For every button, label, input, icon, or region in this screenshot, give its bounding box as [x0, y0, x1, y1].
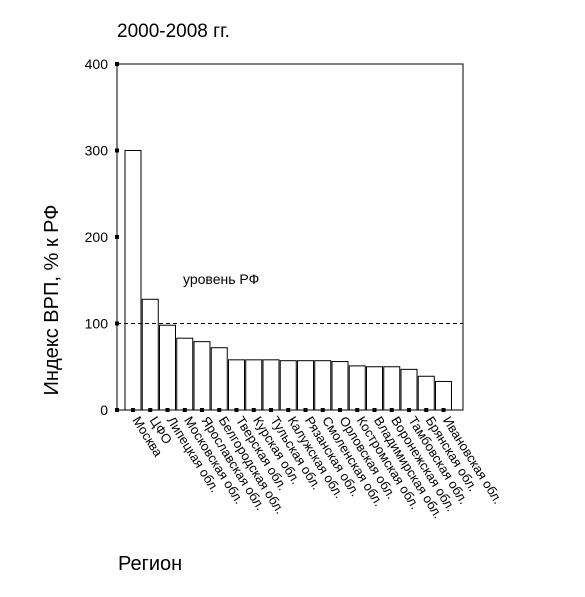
x-tick-mark [234, 408, 239, 412]
x-tick-mark [286, 408, 291, 412]
x-tick-mark [441, 408, 446, 412]
bar [124, 150, 142, 411]
bar [159, 324, 176, 411]
bar [314, 360, 332, 411]
x-tick-mark [217, 408, 222, 412]
y-tick-mark [115, 235, 119, 239]
y-tick-label: 0 [100, 402, 108, 418]
bar [193, 341, 211, 411]
chart-title: 2000-2008 гг. [117, 21, 230, 42]
x-tick-mark [424, 408, 429, 412]
bar [141, 298, 159, 411]
bar [348, 365, 366, 411]
y-tick-label: 400 [85, 56, 109, 72]
bars [124, 150, 452, 411]
bar [279, 360, 297, 411]
bar [400, 368, 418, 411]
bar [435, 380, 452, 411]
x-tick-mark [269, 408, 273, 412]
x-tick-mark [372, 408, 377, 412]
x-tick-mark [407, 408, 411, 412]
y-tick-mark [115, 62, 119, 66]
bar [297, 360, 314, 411]
y-tick-label: 300 [85, 143, 109, 159]
bar [366, 366, 383, 411]
y-tick-label: 100 [85, 316, 109, 332]
x-axis-ticks [131, 408, 446, 412]
reference-line-group: уровень РФ [117, 271, 463, 324]
bar [331, 361, 349, 411]
y-axis-title: Индекс ВРП, % к РФ [41, 205, 63, 396]
reference-line-label: уровень РФ [183, 271, 259, 287]
x-tick-mark [182, 408, 187, 412]
bar [210, 347, 228, 411]
x-tick-mark [200, 408, 204, 412]
y-tick-label: 200 [85, 229, 109, 245]
x-tick-mark [389, 408, 394, 412]
x-tick-mark [355, 408, 360, 412]
y-tick-mark [115, 148, 119, 153]
y-axis-ticks: 0 100 200 300 400 [85, 56, 119, 418]
bar [245, 359, 263, 411]
x-tick-mark [303, 408, 308, 412]
bar [228, 359, 245, 411]
x-tick-mark [320, 408, 325, 412]
bar [383, 366, 401, 411]
x-tick-mark [131, 408, 135, 412]
y-tick-mark [115, 408, 119, 412]
x-tick-mark [148, 408, 153, 412]
bar [176, 337, 194, 411]
bar [417, 375, 435, 411]
x-tick-mark [338, 408, 342, 412]
x-tick-mark [251, 408, 256, 412]
x-axis-title: Регион [118, 553, 182, 575]
x-tick-mark [165, 408, 170, 412]
bar [262, 359, 280, 411]
